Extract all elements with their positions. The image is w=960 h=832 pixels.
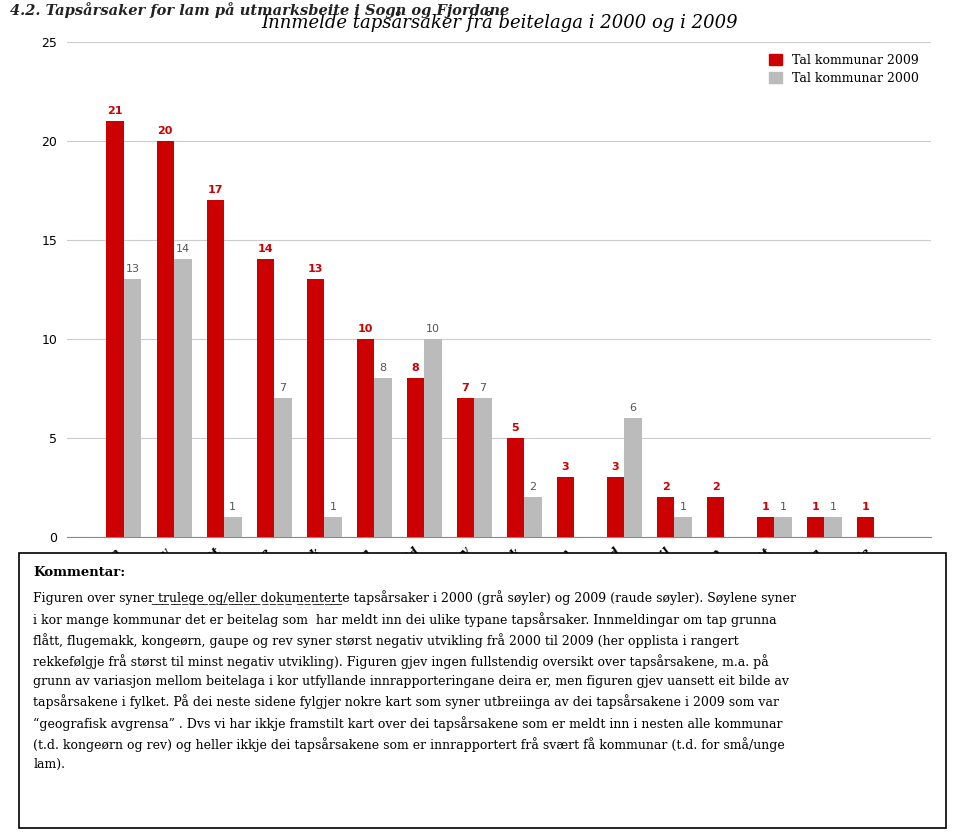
Text: 21: 21 [108, 106, 123, 116]
Bar [324, 517, 342, 537]
Text: 8: 8 [412, 364, 420, 374]
Text: 7: 7 [462, 383, 469, 393]
Bar [707, 497, 725, 537]
Bar [607, 478, 624, 537]
Bar [474, 398, 492, 537]
Text: 14: 14 [257, 245, 274, 255]
Bar [624, 418, 642, 537]
Bar [274, 398, 292, 537]
Title: Innmelde tapsårsaker frå beitelaga i 2000 og i 2009: Innmelde tapsårsaker frå beitelaga i 200… [261, 11, 737, 32]
FancyBboxPatch shape [19, 553, 946, 828]
Text: 2: 2 [529, 482, 537, 492]
Text: 1: 1 [329, 502, 336, 512]
Bar [674, 517, 692, 537]
Bar [306, 280, 324, 537]
Bar [756, 517, 775, 537]
Text: 1: 1 [780, 502, 786, 512]
Bar [374, 379, 392, 537]
Bar [457, 398, 474, 537]
Bar [806, 517, 825, 537]
Bar [825, 517, 842, 537]
Text: 3: 3 [562, 463, 569, 473]
Text: 4.2. Tapsårsaker for lam på utmarksbeite i Sogn og Fjordane: 4.2. Tapsårsaker for lam på utmarksbeite… [10, 2, 509, 18]
Text: 1: 1 [862, 502, 870, 512]
Bar [156, 141, 174, 537]
Text: 10: 10 [426, 324, 440, 334]
Text: 20: 20 [157, 126, 173, 136]
Bar [524, 497, 541, 537]
Bar [557, 478, 574, 537]
Bar [775, 517, 792, 537]
Text: 10: 10 [358, 324, 373, 334]
Text: 2: 2 [661, 482, 669, 492]
Text: 3: 3 [612, 463, 619, 473]
Bar [206, 200, 224, 537]
Text: 13: 13 [307, 265, 323, 275]
Bar [107, 121, 124, 537]
Bar [124, 280, 141, 537]
Bar [174, 260, 192, 537]
Text: 8: 8 [379, 364, 387, 374]
Text: 1: 1 [812, 502, 820, 512]
Bar [256, 260, 274, 537]
Text: 1: 1 [761, 502, 770, 512]
Text: Figuren over syner ̲t̲r̲u̲l̲e̲g̲e̲ ̲o̲g̲/̲e̲l̲l̲e̲r̲ ̲d̲o̲k̲u̲m̲e̲n̲t̲e̲r̲t̲e ta: Figuren over syner ̲t̲r̲u̲l̲e̲g̲e̲ ̲o̲g̲… [33, 591, 796, 770]
Text: 14: 14 [176, 245, 190, 255]
Text: 1: 1 [229, 502, 236, 512]
Bar [657, 497, 674, 537]
Bar [356, 339, 374, 537]
Text: 1: 1 [680, 502, 686, 512]
Text: 7: 7 [279, 383, 286, 393]
Bar [857, 517, 875, 537]
Bar [224, 517, 242, 537]
Text: 5: 5 [512, 423, 519, 433]
Text: 17: 17 [207, 185, 223, 195]
Text: 2: 2 [711, 482, 719, 492]
Legend: Tal kommunar 2009, Tal kommunar 2000: Tal kommunar 2009, Tal kommunar 2000 [763, 48, 924, 92]
Text: Kommentar:: Kommentar: [33, 566, 126, 578]
Text: 6: 6 [630, 403, 636, 413]
Bar [424, 339, 442, 537]
Bar [407, 379, 424, 537]
Text: 13: 13 [126, 265, 140, 275]
Text: 1: 1 [829, 502, 837, 512]
Text: 7: 7 [479, 383, 487, 393]
Bar [507, 438, 524, 537]
